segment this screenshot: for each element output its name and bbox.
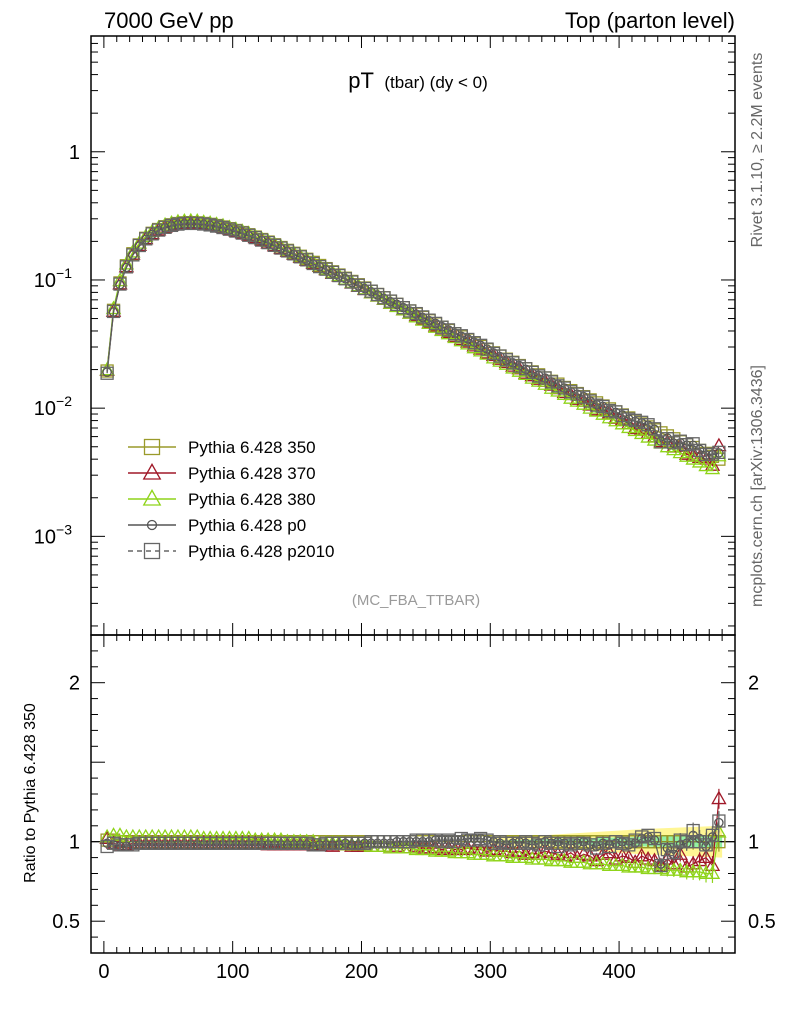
legend-item: Pythia 6.428 p2010 [128, 542, 335, 561]
series-line-ratio [106, 820, 720, 868]
data-point-square [712, 814, 726, 828]
x-tick-label: 300 [474, 961, 507, 983]
data-point-triangle [704, 460, 721, 475]
legend-label: Pythia 6.428 p2010 [188, 542, 335, 561]
data-point-square [667, 846, 681, 860]
legend: Pythia 6.428 350 Pythia 6.428 370 Pythia 6… [128, 438, 335, 561]
legend-label: Pythia 6.428 370 [188, 464, 316, 483]
data-point-triangle [704, 865, 721, 879]
legend-item: Pythia 6.428 p0 [128, 516, 306, 535]
data-point-triangle [672, 444, 688, 459]
data-point-triangle [485, 349, 502, 364]
data-point-triangle [466, 339, 482, 354]
data-point-triangle [505, 359, 521, 374]
data-point-triangle [453, 841, 470, 856]
series-line-main [106, 222, 720, 456]
series-line-ratio [106, 822, 720, 866]
data-point-square [712, 445, 726, 460]
mcplots-label: mcplots.cern.ch [arXiv:1306.3436] [749, 365, 766, 607]
legend-item: Pythia 6.428 350 [128, 438, 316, 457]
data-point-triangle [614, 415, 631, 430]
data-point-circle [115, 279, 125, 290]
data-point-triangle [563, 844, 579, 859]
legend-item: Pythia 6.428 370 [128, 463, 316, 483]
plot-title-sub: (tbar) (dy < 0) [384, 73, 487, 92]
x-tick-label: 100 [216, 961, 249, 983]
data-point-triangle [678, 448, 695, 462]
data-point-triangle [511, 363, 527, 377]
data-point-triangle [640, 429, 656, 443]
ratio-tick-label-left: 1 [69, 832, 80, 854]
plot-title-main: pT [348, 68, 374, 93]
ratio-axes-ticks: 0 100 200 300 400 0.5 0.5 1 1 2 2 [52, 634, 776, 983]
data-point-square [143, 542, 161, 560]
data-point-square [106, 304, 121, 319]
series-layer [99, 212, 727, 883]
y-tick-label: 10−1 [34, 265, 72, 292]
main-axes-ticks: 10−3 10−2 10−1 1 [34, 35, 736, 635]
header-right: Top (parton level) [565, 8, 735, 33]
data-point-triangle [511, 843, 527, 857]
data-point-triangle [595, 846, 611, 860]
data-point-triangle [627, 422, 643, 437]
legend-item: Pythia 6.428 380 [128, 489, 316, 509]
legend-label: Pythia 6.428 p0 [188, 516, 306, 535]
data-point-circle [121, 262, 132, 273]
ratio-tick-label-left: 2 [69, 673, 80, 695]
data-point-triangle [698, 849, 714, 864]
data-point-triangle [142, 489, 162, 506]
data-point-triangle [588, 403, 605, 417]
data-point-square [647, 422, 662, 436]
data-point-triangle [479, 843, 495, 857]
data-point-triangle [698, 457, 714, 472]
y-tick-label: 10−2 [34, 393, 72, 420]
ratio-y-label: Ratio to Pythia 6.428 350 [22, 703, 39, 883]
data-point-triangle [142, 463, 162, 480]
y-tick-label: 1 [69, 142, 80, 164]
data-point-circle [146, 519, 158, 531]
data-point-triangle [608, 412, 624, 427]
ratio-frame [90, 634, 736, 954]
analysis-label: (MC_FBA_TTBAR) [352, 592, 480, 609]
data-point-square [143, 438, 161, 456]
legend-label: Pythia 6.428 350 [188, 438, 316, 457]
y-tick-label: 10−3 [34, 521, 72, 548]
series-line-main [106, 220, 720, 470]
header-left: 7000 GeV pp [104, 8, 234, 33]
x-tick-label: 200 [345, 961, 378, 983]
data-point-square [647, 831, 662, 846]
x-tick-label: 0 [98, 961, 109, 983]
ratio-tick-label-right: 2 [748, 673, 759, 695]
data-point-square [705, 828, 720, 842]
data-point-triangle [472, 342, 489, 357]
data-point-triangle [447, 329, 463, 344]
data-point-circle [102, 367, 112, 377]
data-point-triangle [517, 366, 534, 381]
data-point-triangle [685, 451, 701, 465]
plot-title: pT (tbar) (dy < 0) [348, 68, 488, 93]
ratio-tick-label-left: 0.5 [52, 911, 80, 933]
data-point-triangle [582, 847, 598, 862]
ratio-tick-label-right: 1 [748, 832, 759, 854]
ratio-tick-label-right: 0.5 [748, 911, 776, 933]
data-point-square [654, 858, 668, 873]
data-point-triangle [633, 425, 650, 440]
data-point-square [100, 366, 114, 380]
data-point-triangle [517, 846, 534, 860]
x-tick-label: 400 [602, 961, 635, 983]
series-4 [100, 216, 726, 873]
data-point-square [113, 277, 127, 291]
legend-label: Pythia 6.428 380 [188, 490, 316, 509]
data-point-triangle [711, 790, 727, 805]
data-point-triangle [621, 849, 637, 864]
rivet-label: Rivet 3.1.10, ≥ 2.2M events [749, 53, 766, 248]
